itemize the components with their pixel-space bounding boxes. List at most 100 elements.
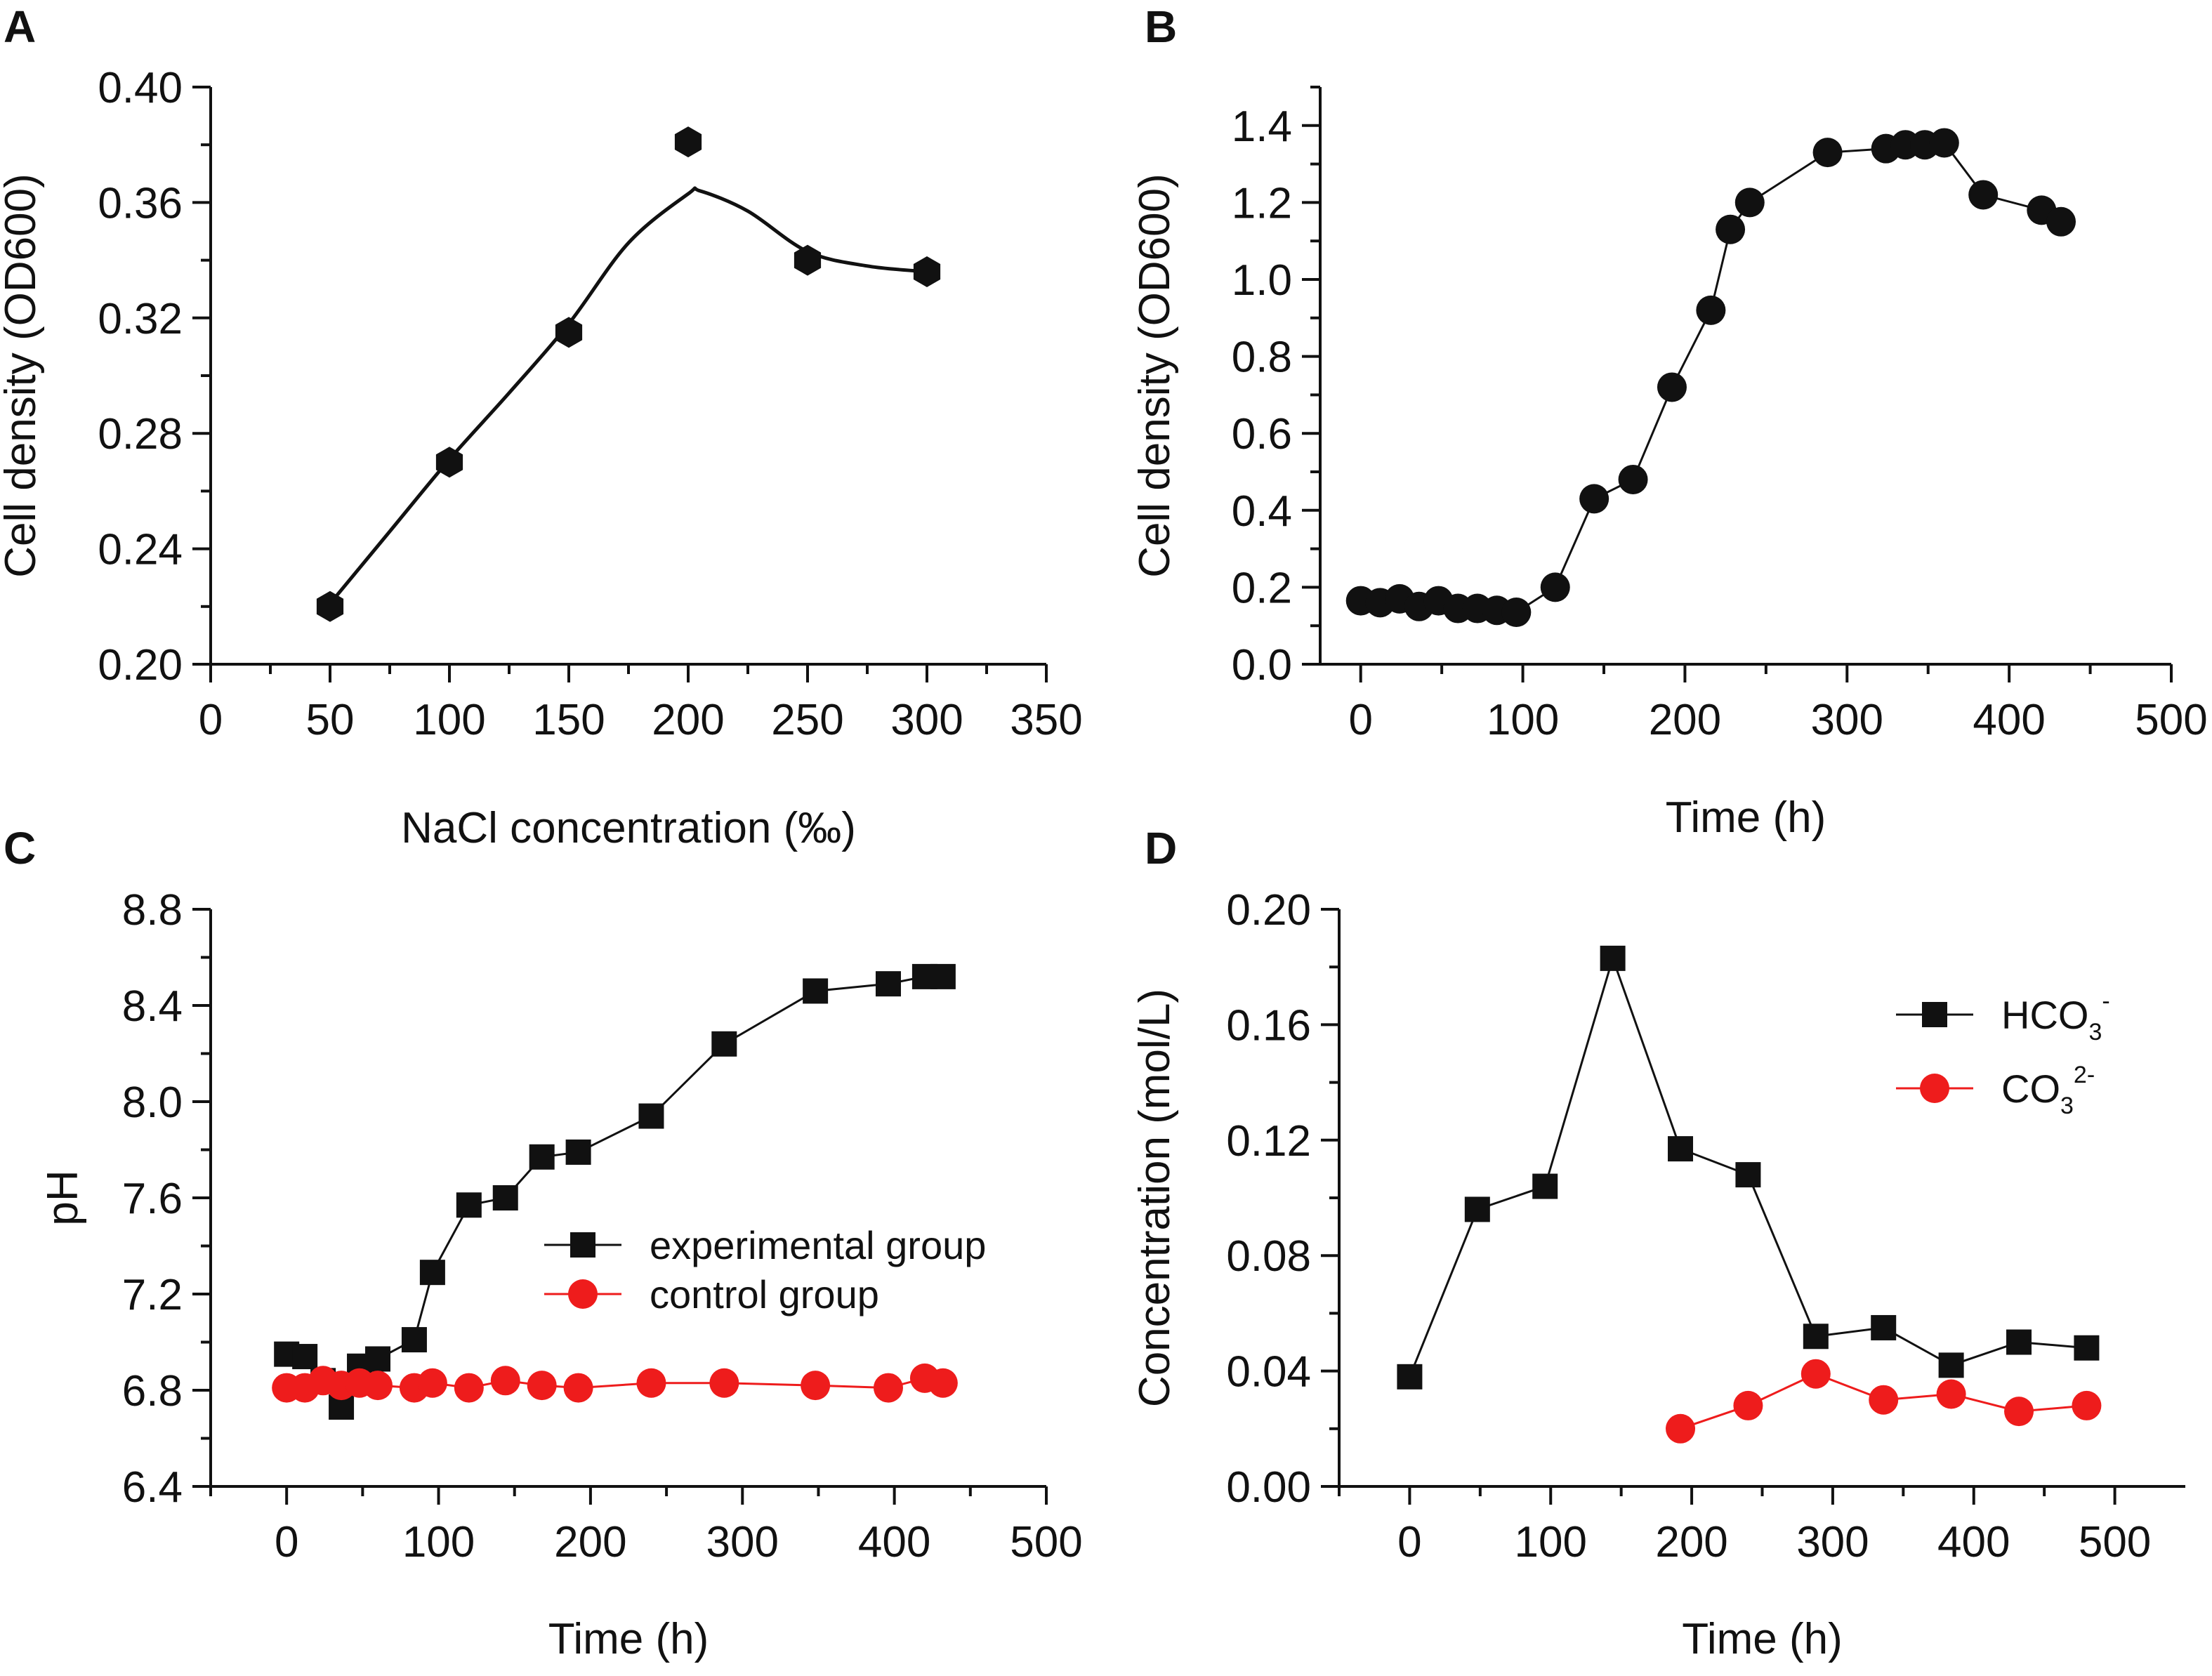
y-tick-label: 1.2 bbox=[1232, 179, 1292, 227]
y-tick-label: 7.6 bbox=[122, 1175, 183, 1223]
series-0-point bbox=[435, 447, 463, 478]
legend-point bbox=[1922, 1002, 1947, 1027]
series-0-point bbox=[1600, 945, 1626, 971]
y-tick-label: 0.24 bbox=[98, 526, 183, 574]
panel-letter: A bbox=[4, 1, 36, 52]
y-tick-label: 0.8 bbox=[1232, 334, 1292, 382]
y-tick-label: 0.2 bbox=[1232, 564, 1292, 612]
x-tick-label: 200 bbox=[652, 696, 724, 744]
series-1 bbox=[272, 1363, 958, 1403]
series-0-point bbox=[555, 317, 583, 348]
series-0-point bbox=[1735, 1162, 1761, 1188]
series-0-point bbox=[1803, 1324, 1829, 1350]
x-tick-label: 0 bbox=[275, 1518, 298, 1566]
x-tick-label: 400 bbox=[1937, 1518, 2010, 1566]
legend-label: CO32- bbox=[2001, 1062, 2095, 1119]
series-0-point bbox=[1579, 484, 1609, 514]
series-0-point bbox=[1668, 1136, 1694, 1162]
x-tick-label: 50 bbox=[306, 696, 355, 744]
x-tick-label: 200 bbox=[554, 1518, 626, 1566]
y-tick-label: 0.40 bbox=[98, 64, 183, 112]
series-0-point bbox=[365, 1346, 390, 1372]
series-1-point bbox=[1800, 1359, 1831, 1389]
x-tick-label: 300 bbox=[1796, 1518, 1869, 1566]
series-0-point bbox=[1716, 214, 1746, 244]
series-0-point bbox=[292, 1344, 318, 1370]
series-0-point bbox=[1464, 1196, 1490, 1222]
y-tick-label: 0.00 bbox=[1226, 1463, 1311, 1512]
series-0-point bbox=[711, 1031, 737, 1057]
series-0-point bbox=[1397, 1364, 1423, 1390]
series-0-point bbox=[2006, 1329, 2032, 1355]
series-1-point bbox=[454, 1373, 484, 1403]
x-tick-label: 0 bbox=[1397, 1518, 1421, 1566]
panel-letter: D bbox=[1145, 823, 1177, 873]
series-0-point bbox=[529, 1144, 555, 1170]
x-axis-label: Time (h) bbox=[1666, 793, 1826, 842]
chart-panel-d: D 0 100 200 300 400 500 0.00 0.04 0.08 0.12 0.16 0.2… bbox=[1131, 823, 2185, 1663]
series-0-point bbox=[1734, 187, 1765, 218]
chart-panel-a: A 0 50 100 150 200 250 300 350 0.20 0.24 0.28 0.32 0.… bbox=[0, 1, 1083, 852]
series-0-point bbox=[803, 978, 829, 1004]
series-1-point bbox=[563, 1373, 593, 1403]
y-tick-label: 0.32 bbox=[98, 295, 183, 343]
series-0-point bbox=[1532, 1173, 1558, 1199]
y-tick-label: 6.8 bbox=[122, 1367, 183, 1416]
series-0-point bbox=[401, 1327, 427, 1353]
series-0-point bbox=[875, 971, 901, 997]
legend-label: experimental group bbox=[650, 1223, 986, 1267]
series-0-point bbox=[1618, 464, 1648, 494]
y-tick-label: 8.0 bbox=[122, 1078, 183, 1127]
series-0-point bbox=[1501, 598, 1532, 628]
series-1-point bbox=[363, 1371, 393, 1401]
panel-letter: B bbox=[1145, 1, 1177, 52]
series-0 bbox=[316, 126, 941, 622]
chart-panel-c: C 0 100 200 300 400 500 6.4 6.8 7.2 7.6 8.0 8.4 8.8 Ti… bbox=[4, 823, 1083, 1663]
series-0-point bbox=[1696, 295, 1726, 325]
series-1-point bbox=[1869, 1385, 1899, 1415]
series-line bbox=[1360, 141, 2062, 614]
x-axis-label: Time (h) bbox=[1682, 1615, 1842, 1663]
y-tick-label: 0.0 bbox=[1232, 641, 1292, 689]
x-tick-label: 300 bbox=[1811, 696, 1883, 744]
y-tick-label: 7.2 bbox=[122, 1271, 183, 1319]
series-0 bbox=[274, 963, 956, 1420]
y-tick-label: 0.6 bbox=[1232, 410, 1292, 458]
series-1-point bbox=[2072, 1390, 2102, 1420]
legend-label: HCO3- bbox=[2001, 988, 2110, 1045]
series-0-point bbox=[638, 1103, 664, 1129]
x-tick-label: 350 bbox=[1010, 696, 1082, 744]
series-0-point bbox=[456, 1192, 482, 1218]
legend-point bbox=[1920, 1074, 1949, 1103]
series-1-point bbox=[873, 1373, 903, 1403]
series-1-point bbox=[490, 1366, 520, 1396]
x-tick-label: 300 bbox=[706, 1518, 779, 1566]
series-1-point bbox=[2004, 1397, 2034, 1427]
y-tick-label: 8.8 bbox=[122, 886, 183, 935]
y-tick-label: 0.20 bbox=[98, 641, 183, 689]
x-tick-label: 300 bbox=[890, 696, 963, 744]
series-1-point bbox=[1666, 1413, 1696, 1444]
y-tick-label: 0.4 bbox=[1232, 487, 1292, 536]
y-axis-label: Cell density (OD600) bbox=[0, 173, 45, 577]
x-tick-label: 100 bbox=[1487, 696, 1559, 744]
y-axis-label: Concentration (mol/L) bbox=[1131, 989, 1179, 1407]
series-0 bbox=[1345, 128, 2076, 628]
series-1-point bbox=[709, 1368, 739, 1398]
y-tick-label: 0.20 bbox=[1226, 886, 1311, 935]
y-tick-label: 0.04 bbox=[1226, 1348, 1311, 1397]
series-0-point bbox=[1968, 180, 1999, 210]
series-1-point bbox=[636, 1368, 666, 1398]
x-tick-label: 250 bbox=[771, 696, 843, 744]
x-tick-label: 200 bbox=[1649, 696, 1721, 744]
series-0-point bbox=[674, 126, 702, 158]
series-0-point bbox=[2074, 1335, 2100, 1361]
series-1-point bbox=[801, 1371, 831, 1401]
series-0-point bbox=[2046, 206, 2076, 237]
y-tick-label: 6.4 bbox=[122, 1463, 183, 1512]
series-1 bbox=[1666, 1359, 2102, 1444]
y-tick-label: 0.36 bbox=[98, 179, 183, 227]
x-tick-label: 0 bbox=[199, 696, 223, 744]
y-axis-label: Cell density (OD600) bbox=[1131, 173, 1179, 577]
